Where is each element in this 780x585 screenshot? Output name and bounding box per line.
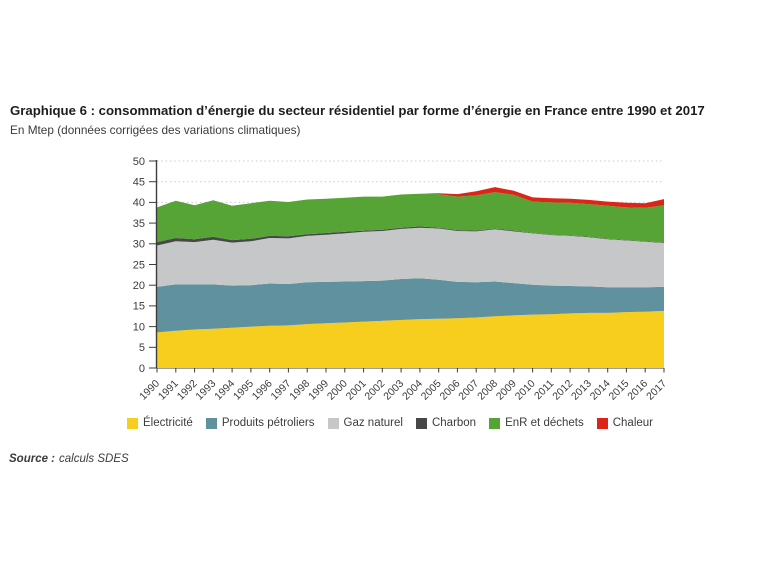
x-tick-label-2010: 2010 <box>513 378 538 403</box>
source-value: calculs SDES <box>59 453 129 465</box>
legend-item-enr-et-dechets: EnR et déchets <box>489 417 584 429</box>
source-note: Source : calculs SDES <box>9 453 129 465</box>
legend-label-produits-petroliers: Produits pétroliers <box>221 417 315 429</box>
legend-label-chaleur: Chaleur <box>612 417 654 429</box>
legend-swatch-produits-petroliers <box>205 417 217 429</box>
x-tick-label-1996: 1996 <box>250 378 275 403</box>
x-tick-label-2008: 2008 <box>475 378 500 403</box>
legend-label-charbon: Charbon <box>431 417 477 429</box>
x-tick-label-2009: 2009 <box>494 378 519 403</box>
legend-swatch-charbon <box>415 417 427 429</box>
x-tick-label-1992: 1992 <box>175 378 200 403</box>
y-tick-label-35: 35 <box>133 218 145 230</box>
y-tick-label-50: 50 <box>133 156 145 168</box>
x-tick-label-2003: 2003 <box>381 378 406 403</box>
x-tick-label-2011: 2011 <box>532 378 557 403</box>
x-tick-label-1993: 1993 <box>193 378 218 403</box>
x-tick-label-2017: 2017 <box>644 378 669 403</box>
chart-legend: Électricité Produits pétroliers Gaz nature… <box>40 417 740 429</box>
x-tick-label-2013: 2013 <box>569 378 594 403</box>
x-tick-label-2001: 2001 <box>344 378 369 403</box>
y-tick-label-25: 25 <box>133 259 145 271</box>
x-tick-label-1991: 1991 <box>156 378 181 403</box>
legend-label-electricite: Électricité <box>142 417 193 429</box>
area-produits-petroliers <box>157 278 664 333</box>
x-tick-label-2002: 2002 <box>362 378 387 403</box>
legend-item-electricite: Électricité <box>126 417 193 429</box>
legend-label-enr-et-dechets: EnR et déchets <box>505 417 584 429</box>
y-tick-label-20: 20 <box>133 280 145 292</box>
y-tick-label-0: 0 <box>139 363 145 375</box>
x-tick-label-1998: 1998 <box>287 378 312 403</box>
legend-item-gaz-naturel: Gaz naturel <box>327 417 403 429</box>
area-enr-et-dechets <box>157 192 664 243</box>
legend-swatch-electricite <box>126 417 138 429</box>
legend-swatch-gaz-naturel <box>327 417 339 429</box>
x-tick-label-2007: 2007 <box>456 378 481 403</box>
area-chaleur <box>157 187 664 208</box>
x-tick-label-2012: 2012 <box>550 378 575 403</box>
legend-swatch-chaleur <box>596 417 608 429</box>
y-tick-label-40: 40 <box>133 197 145 209</box>
x-tick-label-1990: 1990 <box>137 378 162 403</box>
x-tick-label-1995: 1995 <box>231 378 256 403</box>
legend-label-gaz-naturel: Gaz naturel <box>343 417 403 429</box>
x-tick-label-1994: 1994 <box>212 378 237 403</box>
x-tick-label-2014: 2014 <box>588 378 613 403</box>
y-tick-label-5: 5 <box>139 342 145 354</box>
area-electricite <box>157 310 664 368</box>
x-tick-label-1997: 1997 <box>269 378 294 403</box>
area-gaz-naturel <box>157 227 664 288</box>
y-tick-label-30: 30 <box>133 239 145 251</box>
x-tick-label-2000: 2000 <box>325 378 350 403</box>
chart-title: Graphique 6 : consommation d’énergie du … <box>10 103 705 118</box>
source-label: Source : <box>9 453 56 465</box>
legend-swatch-enr-et-dechets <box>489 417 501 429</box>
y-tick-label-10: 10 <box>133 321 145 333</box>
stacked-area-chart: 0 5 10 15 20 25 30 35 40 45 50 19901991199219931994… <box>133 156 669 403</box>
y-tick-label-15: 15 <box>133 301 145 313</box>
x-tick-label-2015: 2015 <box>607 378 632 403</box>
x-tick-label-2004: 2004 <box>400 378 425 403</box>
legend-item-chaleur: Chaleur <box>596 417 654 429</box>
legend-item-charbon: Charbon <box>415 417 477 429</box>
x-tick-label-2006: 2006 <box>438 378 463 403</box>
x-tick-label-2016: 2016 <box>625 378 650 403</box>
x-tick-label-1999: 1999 <box>306 378 331 403</box>
chart-subtitle: En Mtep (données corrigées des variation… <box>10 123 301 137</box>
x-tick-label-2005: 2005 <box>419 378 444 403</box>
y-tick-label-45: 45 <box>133 177 145 189</box>
legend-item-produits-petroliers: Produits pétroliers <box>205 417 315 429</box>
